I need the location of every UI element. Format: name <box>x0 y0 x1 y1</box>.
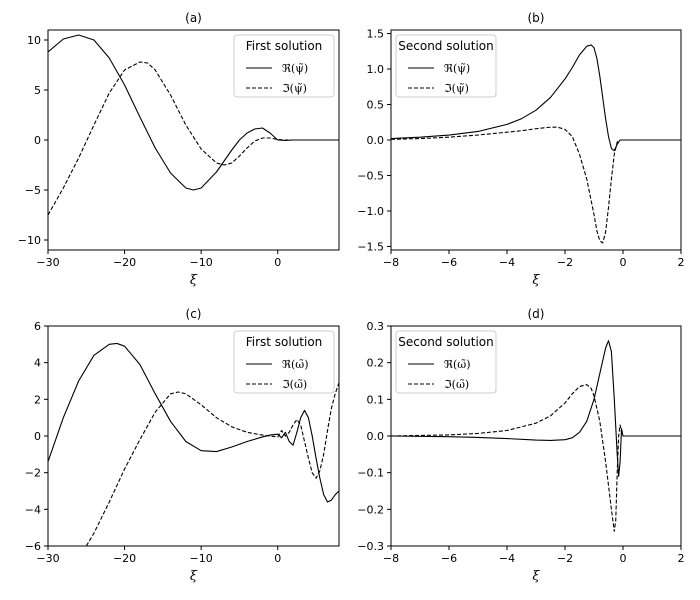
x-tick-label: −8 <box>383 256 399 269</box>
x-axis-label: ξ <box>532 273 540 288</box>
panel-1: −8 −6 −4 −2 0 2 −1.5 −1.0 −0.5 0.0 0.5 1.0 1.5 (b) ξ Se… <box>357 11 684 288</box>
panel-0: −30 −20 −10 0 −10 −5 0 5 10 (a) ξ First solution ℜ(ψ… <box>18 11 340 288</box>
legend-label: ℑ(ω̃) <box>444 378 469 391</box>
legend-box <box>395 34 497 98</box>
x-tick-label: 0 <box>620 256 627 269</box>
y-tick-label: 6 <box>34 320 41 333</box>
x-tick-label: −2 <box>557 552 573 565</box>
y-tick-label: −0.5 <box>357 169 384 182</box>
x-tick-label: 2 <box>678 552 685 565</box>
y-tick-label: 10 <box>27 34 41 47</box>
legend-title: Second solution <box>398 335 494 349</box>
series-line-real <box>48 342 339 503</box>
legend-label: ℜ(ψ̃) <box>282 62 308 75</box>
series-line-imag <box>391 126 681 244</box>
y-tick-label: −0.3 <box>357 540 384 553</box>
y-tick-label: 2 <box>34 393 41 406</box>
y-tick-label: −6 <box>25 540 41 553</box>
y-tick-label: −0.1 <box>357 467 384 480</box>
y-tick-label: −1.0 <box>357 205 384 218</box>
x-axis-label: ξ <box>190 273 198 288</box>
legend-label: ℜ(ψ̃) <box>444 62 470 75</box>
x-tick-label: −10 <box>190 256 213 269</box>
y-tick-label: 4 <box>34 357 41 370</box>
legend-label: ℑ(ψ̃) <box>444 82 469 95</box>
legend-title: First solution <box>246 39 323 53</box>
y-tick-label: 0.2 <box>367 357 385 370</box>
y-tick-label: −0.2 <box>357 503 384 516</box>
series-line-imag <box>48 61 339 216</box>
series-line-real <box>391 44 681 152</box>
x-tick-label: −6 <box>441 552 457 565</box>
x-tick-label: −30 <box>36 256 59 269</box>
series-line-imag <box>85 382 339 546</box>
y-tick-label: 1.0 <box>367 63 385 76</box>
series-line-imag <box>391 384 681 532</box>
legend-title: Second solution <box>398 39 494 53</box>
legend-box <box>233 34 335 98</box>
x-tick-label: −10 <box>190 552 213 565</box>
legend-label: ℜ(ω̃) <box>444 358 471 371</box>
legend: Second solution ℜ(ω̃) ℑ(ω̃) <box>395 330 497 394</box>
x-tick-label: −20 <box>113 256 136 269</box>
panel-label: (a) <box>185 11 202 25</box>
y-tick-label: 0.1 <box>367 393 385 406</box>
x-tick-label: 0 <box>274 256 281 269</box>
legend-box <box>233 330 335 394</box>
panel-label: (b) <box>528 11 545 25</box>
y-tick-label: 0 <box>34 134 41 147</box>
y-tick-label: −4 <box>25 503 41 516</box>
x-tick-label: −4 <box>499 552 515 565</box>
y-tick-label: 5 <box>34 84 41 97</box>
x-axis-label: ξ <box>190 569 198 584</box>
series-line-real <box>391 340 681 477</box>
x-axis-label: ξ <box>532 569 540 584</box>
y-tick-label: 0 <box>34 430 41 443</box>
x-tick-label: −6 <box>441 256 457 269</box>
y-tick-label: −1.5 <box>357 240 384 253</box>
legend-box <box>395 330 497 394</box>
y-tick-label: 0.0 <box>367 134 385 147</box>
y-tick-label: −10 <box>18 234 41 247</box>
x-tick-label: −4 <box>499 256 515 269</box>
y-tick-label: −2 <box>25 467 41 480</box>
panel-label: (c) <box>186 307 202 321</box>
x-tick-label: 0 <box>274 552 281 565</box>
legend-label: ℑ(ω̃) <box>282 378 307 391</box>
x-tick-label: 0 <box>620 552 627 565</box>
y-tick-label: 0.0 <box>367 430 385 443</box>
panel-label: (d) <box>528 307 545 321</box>
legend: Second solution ℜ(ψ̃) ℑ(ψ̃) <box>395 34 497 98</box>
y-tick-label: 0.5 <box>367 99 385 112</box>
x-tick-label: −2 <box>557 256 573 269</box>
x-tick-label: −20 <box>113 552 136 565</box>
legend-label: ℜ(ω̃) <box>282 358 309 371</box>
legend-title: First solution <box>246 335 323 349</box>
x-tick-label: −30 <box>36 552 59 565</box>
legend-label: ℑ(ψ̃) <box>282 82 307 95</box>
y-tick-label: 0.3 <box>367 320 385 333</box>
legend: First solution ℜ(ψ̃) ℑ(ψ̃) <box>233 34 335 98</box>
y-tick-label: 1.5 <box>367 28 385 41</box>
panel-3: −8 −6 −4 −2 0 2 −0.3 −0.2 −0.1 0.0 0.1 0.2 0.3 (d) ξ Se… <box>357 307 684 584</box>
legend: First solution ℜ(ω̃) ℑ(ω̃) <box>233 330 335 394</box>
x-tick-label: 2 <box>678 256 685 269</box>
x-tick-label: −8 <box>383 552 399 565</box>
y-tick-label: −5 <box>25 184 41 197</box>
